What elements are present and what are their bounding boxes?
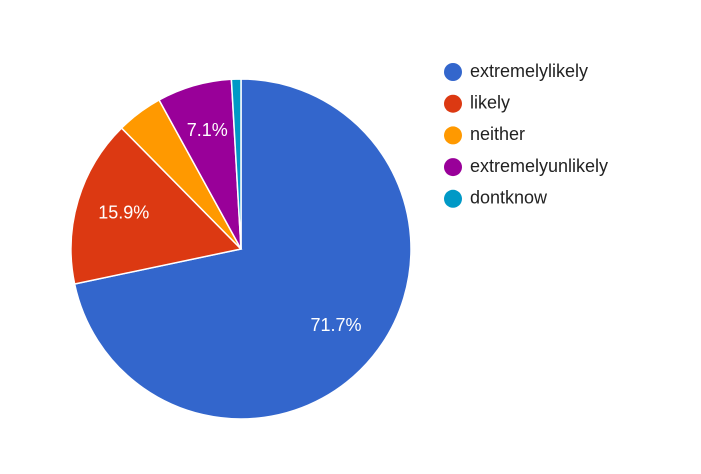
legend-marker — [444, 94, 462, 113]
slice-label: 15.9% — [98, 202, 149, 222]
legend-label: extremelyunlikely — [470, 156, 608, 176]
legend-marker — [444, 126, 462, 145]
legend-marker — [444, 158, 462, 177]
pie-slice — [230, 78, 242, 250]
pie-slice — [70, 126, 243, 285]
slice-label: 71.7% — [311, 315, 362, 335]
legend-label: likely — [470, 92, 510, 112]
legend-label: neither — [470, 124, 525, 144]
legend-label: dontknow — [470, 188, 548, 208]
legend-marker — [444, 189, 462, 208]
legend-marker — [444, 63, 462, 81]
slice-label: 7.1% — [187, 120, 228, 140]
legend-label: extremelylikely — [470, 61, 588, 81]
pie-slice — [73, 78, 412, 420]
